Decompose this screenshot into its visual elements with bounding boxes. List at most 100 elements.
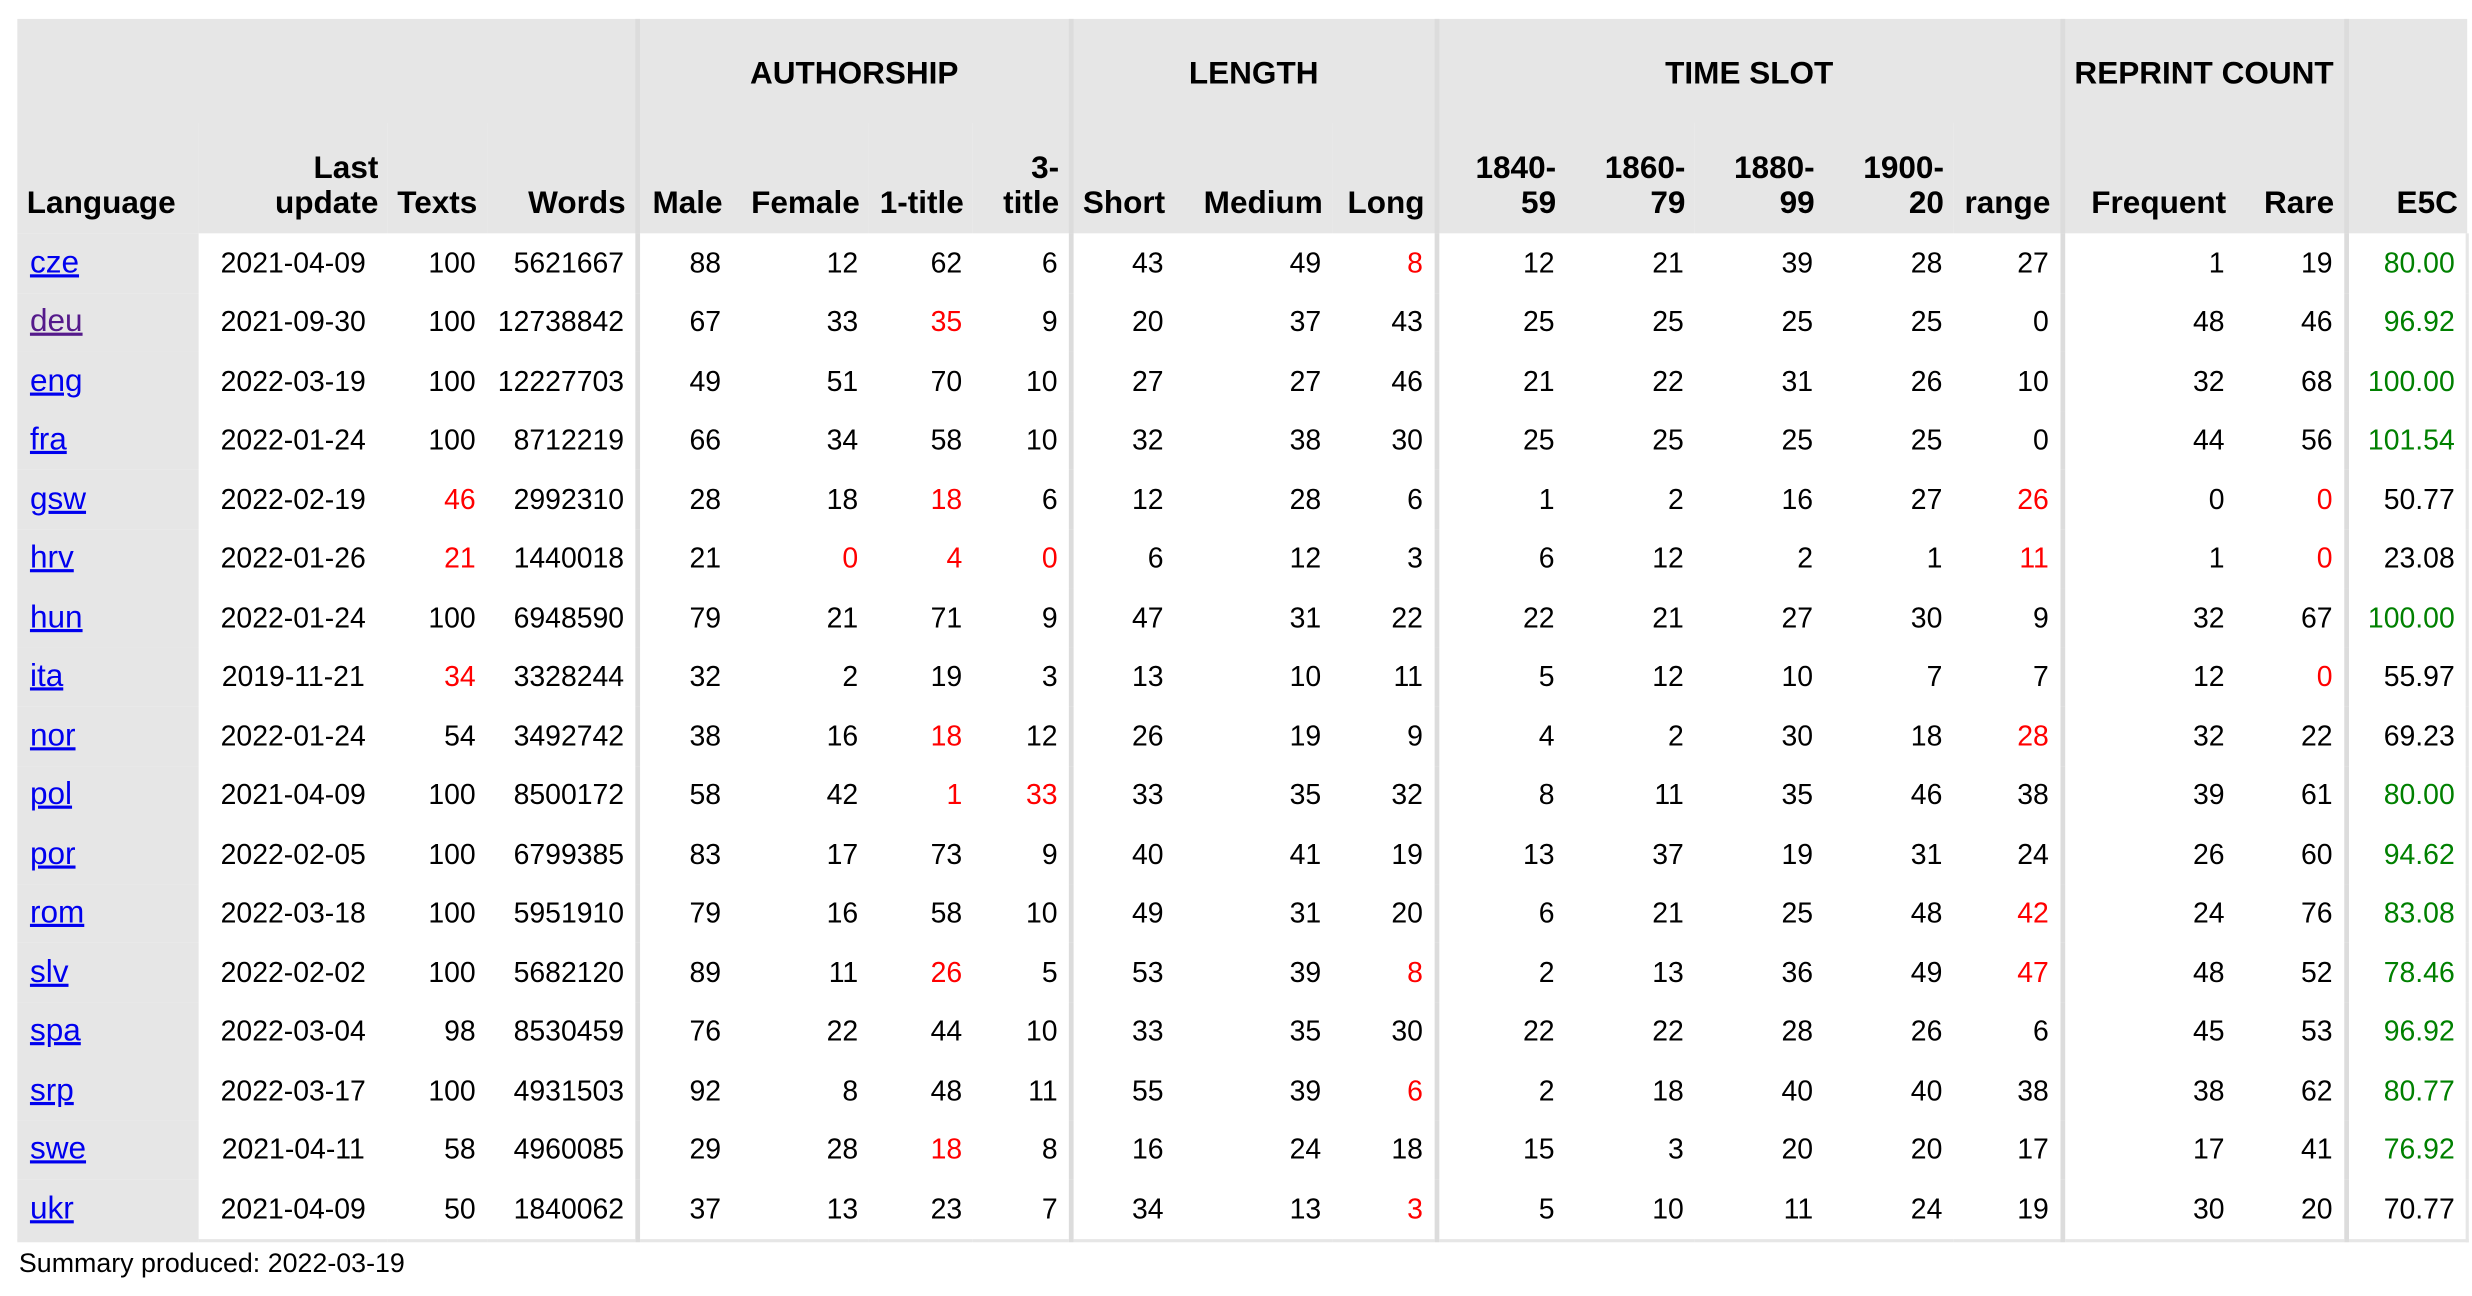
language-link-hrv[interactable]: hrv [29, 541, 74, 576]
cell-1840-59: 25 [1433, 292, 1566, 352]
language-link-gsw[interactable]: gsw [29, 482, 87, 517]
cell-last-update: 2021-04-09 [220, 779, 366, 811]
cell-short: 33 [1068, 1001, 1175, 1061]
cell-1900-20: 7 [1926, 660, 1943, 693]
cell-range: 6 [2032, 1015, 2049, 1048]
cell-female: 11 [828, 956, 859, 989]
language-link-fra[interactable]: fra [29, 422, 67, 458]
cell-last-update: 2019-11-21 [221, 660, 365, 693]
cell-male: 32 [635, 647, 733, 707]
cell-1900-20: 26 [1910, 365, 1943, 397]
cell-e5c: 69.23 [2343, 706, 2469, 766]
cell-one-title: 1 [946, 779, 963, 811]
column-header-1840-59: 1840-59 [1433, 122, 1566, 234]
cell-medium: 24 [1289, 1133, 1322, 1166]
cell-three-title: 7 [973, 1179, 1072, 1242]
language-link-por[interactable]: por [29, 836, 76, 872]
cell-male: 58 [635, 765, 733, 825]
cell-short: 49 [1068, 883, 1175, 943]
language-link-deu[interactable]: deu [29, 304, 83, 340]
cell-1860-79: 21 [1652, 247, 1684, 279]
column-header-three-title: 3-title [973, 122, 1072, 234]
cell-medium: 10 [1289, 660, 1322, 693]
cell-language: por [17, 824, 199, 884]
cell-one-title: 70 [930, 365, 963, 397]
cell-last-update: 2022-03-17 [220, 1074, 366, 1107]
language-link-swe[interactable]: swe [29, 1132, 87, 1168]
cell-language: hrv [17, 528, 199, 589]
cell-medium: 12 [1289, 542, 1322, 575]
language-link-ukr[interactable]: ukr [29, 1191, 74, 1227]
cell-frequent: 32 [2059, 351, 2236, 411]
language-link-rom[interactable]: rom [29, 895, 85, 931]
cell-female: 22 [826, 1015, 859, 1048]
header-group-blank [17, 18, 638, 123]
cell-words: 1440018 [513, 542, 625, 575]
table-header: AUTHORSHIP LENGTH TIME SLOT REPRINT COUN… [17, 18, 2468, 234]
cell-one-title: 18 [930, 1133, 963, 1166]
cell-language: hun [17, 588, 199, 648]
cell-one-title: 58 [930, 897, 963, 929]
cell-last-update: 2022-02-05 [220, 838, 366, 870]
language-link-nor[interactable]: nor [29, 718, 76, 754]
summary-footer-date: 2022-03-19 [267, 1248, 405, 1279]
cell-three-title: 3 [1041, 660, 1058, 693]
cell-one-title: 48 [930, 1074, 963, 1107]
cell-1860-79: 22 [1652, 1015, 1684, 1048]
cell-words: 5621667 [513, 247, 625, 279]
cell-short: 13 [1068, 647, 1175, 707]
cell-language: ita [17, 647, 199, 707]
language-link-cze[interactable]: cze [29, 245, 80, 281]
language-link-spa[interactable]: spa [29, 1014, 81, 1049]
cell-short: 33 [1068, 765, 1175, 825]
cell-three-title: 11 [1028, 1074, 1058, 1107]
column-header-short: Short [1068, 122, 1175, 234]
language-link-slv[interactable]: slv [29, 954, 69, 990]
cell-language: nor [17, 706, 199, 766]
cell-rare: 22 [2300, 720, 2333, 752]
cell-female: 18 [826, 483, 859, 516]
language-link-hun[interactable]: hun [29, 600, 83, 635]
cell-1840-59: 8 [1433, 765, 1566, 825]
cell-rare: 60 [2300, 838, 2333, 870]
cell-three-title: 33 [1026, 779, 1058, 811]
summary-footer: Summary produced: 2022-03-19 [19, 1249, 405, 1281]
cell-last-update: 2022-02-02 [220, 956, 366, 989]
cell-1840-59: 6 [1433, 528, 1566, 589]
cell-1840-59: 25 [1433, 410, 1566, 470]
cell-male: 49 [635, 351, 733, 411]
cell-1880-99: 20 [1781, 1133, 1814, 1166]
cell-medium: 31 [1289, 897, 1322, 929]
cell-texts: 100 [428, 1074, 476, 1107]
cell-language: cze [17, 233, 199, 293]
cell-long: 8 [1407, 956, 1423, 989]
cell-short: 47 [1068, 588, 1175, 648]
cell-rare: 76 [2300, 897, 2333, 929]
cell-e5c: 100.00 [2343, 351, 2469, 411]
cell-e5c: 50.77 [2343, 469, 2469, 529]
cell-one-title: 26 [930, 956, 963, 989]
language-link-eng[interactable]: eng [29, 363, 83, 399]
language-link-srp[interactable]: srp [29, 1073, 74, 1108]
cell-three-title: 6 [1041, 483, 1058, 516]
cell-1860-79: 11 [1654, 779, 1684, 811]
cell-e5c: 76.92 [2343, 1120, 2469, 1180]
cell-e5c: 55.97 [2343, 647, 2469, 707]
table-row: rom 2022-03-18 100 5951910 79 16 58 10 49 31 20 6 21… [17, 883, 2469, 943]
cell-1880-99: 25 [1781, 424, 1814, 457]
language-link-ita[interactable]: ita [29, 659, 64, 695]
cell-frequent: 1 [2059, 233, 2236, 293]
cell-words: 12738842 [497, 306, 625, 338]
cell-range: 47 [2017, 956, 2049, 989]
cell-one-title: 19 [930, 660, 963, 693]
cell-short: 34 [1068, 1179, 1175, 1242]
cell-frequent: 48 [2059, 292, 2236, 352]
cell-one-title: 23 [869, 1179, 974, 1242]
cell-three-title: 10 [1026, 424, 1058, 457]
cell-rare: 53 [2300, 1015, 2333, 1048]
cell-male: 79 [635, 883, 733, 943]
cell-long: 3 [1407, 542, 1423, 575]
cell-1840-59: 12 [1433, 233, 1566, 293]
language-link-pol[interactable]: pol [29, 777, 73, 813]
